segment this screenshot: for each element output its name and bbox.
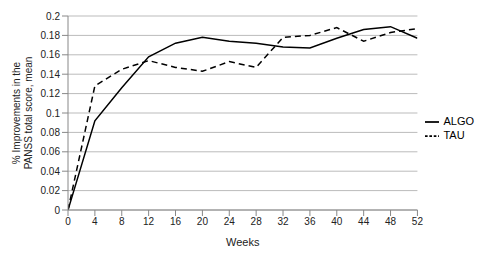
svg-text:48: 48 [385, 216, 397, 227]
svg-text:0.08: 0.08 [41, 127, 61, 138]
svg-text:36: 36 [304, 216, 316, 227]
svg-text:0.02: 0.02 [41, 185, 61, 196]
svg-text:0.12: 0.12 [41, 88, 61, 99]
svg-text:44: 44 [358, 216, 370, 227]
svg-text:20: 20 [197, 216, 209, 227]
svg-text:0.14: 0.14 [41, 69, 61, 80]
svg-text:% Improvements in thePANSS tot: % Improvements in thePANSS total score, … [11, 57, 34, 170]
svg-text:12: 12 [143, 216, 155, 227]
svg-text:0.06: 0.06 [41, 146, 61, 157]
svg-text:52: 52 [412, 216, 424, 227]
svg-text:0.1: 0.1 [46, 108, 60, 119]
html-text:ALGO: ALGO [443, 114, 474, 127]
svg-text:40: 40 [331, 216, 343, 227]
svg-text:Weeks: Weeks [226, 236, 260, 248]
svg-text:28: 28 [251, 216, 263, 227]
svg-text:0.16: 0.16 [41, 49, 61, 60]
svg-text:0.2: 0.2 [46, 11, 60, 22]
svg-text:8: 8 [119, 216, 125, 227]
svg-text:32: 32 [277, 216, 289, 227]
svg-text:16: 16 [170, 216, 182, 227]
svg-text:4: 4 [92, 216, 98, 227]
svg-text:0.18: 0.18 [41, 30, 61, 41]
svg-text:0: 0 [65, 216, 71, 227]
svg-text:0: 0 [54, 205, 60, 216]
svg-text:0.04: 0.04 [41, 166, 61, 177]
svg-text:24: 24 [224, 216, 236, 227]
html-text:TAU: TAU [443, 129, 465, 141]
